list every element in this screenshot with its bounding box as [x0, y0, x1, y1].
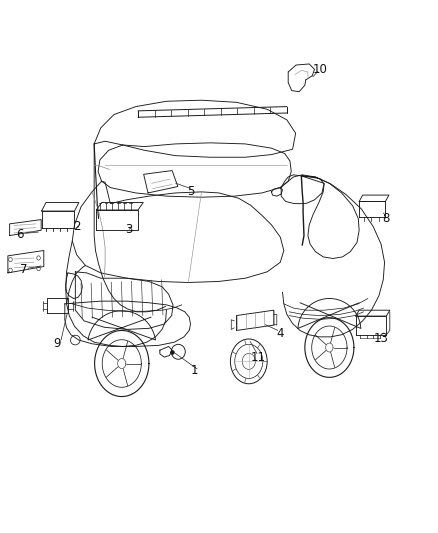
Text: 13: 13: [374, 332, 389, 345]
Text: 2: 2: [73, 220, 81, 233]
Text: 10: 10: [312, 63, 327, 76]
Text: 4: 4: [276, 327, 284, 340]
Text: 1: 1: [191, 364, 199, 377]
Text: 3: 3: [126, 223, 133, 236]
Text: 7: 7: [20, 263, 28, 276]
Text: 11: 11: [251, 351, 266, 364]
Text: 6: 6: [16, 228, 24, 241]
Text: 9: 9: [53, 337, 61, 350]
Text: 5: 5: [187, 185, 194, 198]
Text: 8: 8: [382, 212, 389, 225]
